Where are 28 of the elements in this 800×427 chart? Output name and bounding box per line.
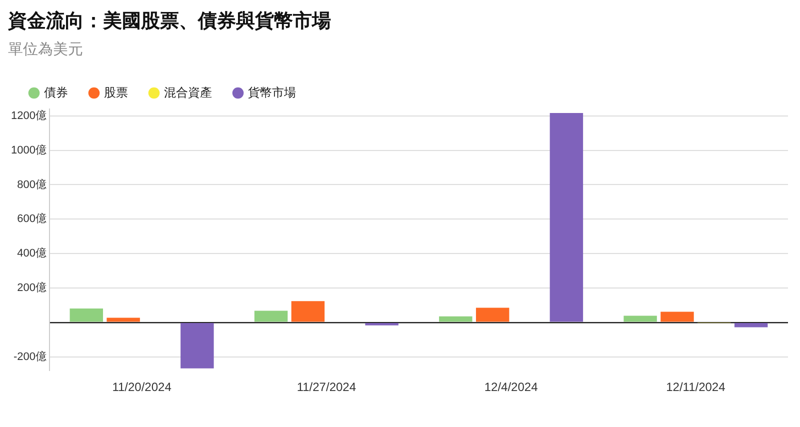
y-tick-label: 600億 [17, 212, 46, 226]
bar [291, 301, 325, 322]
legend-label: 貨幣市場 [248, 85, 296, 100]
chart-title: 資金流向：美國股票、債券與貨幣市場 [8, 9, 332, 34]
legend-label: 債券 [44, 85, 68, 100]
bar [476, 308, 510, 322]
y-tick-label: 800億 [17, 178, 46, 191]
y-tick-label: 1000億 [10, 143, 46, 156]
chart-subtitle: 單位為美元 [8, 40, 84, 59]
legend-label: 混合資產 [164, 85, 212, 100]
y-tick-label: 200億 [17, 281, 46, 294]
bar [180, 323, 214, 368]
bar [70, 308, 104, 322]
bar [106, 318, 140, 322]
bar [734, 323, 768, 328]
y-tick-label: 1200億 [10, 108, 46, 122]
bar [660, 312, 694, 322]
x-tick-label: 11/27/2024 [296, 380, 356, 394]
x-tick-label: 12/4/2024 [484, 380, 538, 394]
x-tick-label: 12/11/2024 [666, 380, 726, 394]
bar [624, 316, 657, 322]
bar [254, 310, 288, 322]
y-tick-label: 400億 [17, 246, 46, 260]
bar [550, 112, 584, 322]
x-tick-label: 11/20/2024 [112, 380, 172, 394]
bar [439, 316, 472, 322]
y-tick-label: -200億 [13, 350, 46, 363]
legend-label: 股票 [104, 85, 128, 100]
